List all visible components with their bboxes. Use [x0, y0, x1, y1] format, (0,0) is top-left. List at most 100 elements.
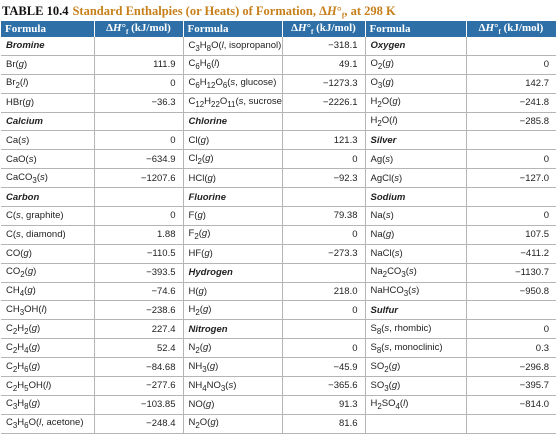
- table-row: C2H2(g) 227.4 Nitrogen S8(s, rhombic) 0: [1, 319, 556, 340]
- enthalpy-value: [282, 187, 366, 208]
- formula-cell: C(s, graphite): [1, 206, 95, 226]
- enthalpy-value: [466, 37, 556, 56]
- enthalpy-value: 0: [94, 130, 184, 151]
- formula-cell: F(g): [183, 206, 283, 226]
- enthalpy-value: 0: [94, 206, 184, 226]
- category-label: Nitrogen: [183, 319, 283, 340]
- table-row: CaCO3(s) −1207.6 HCl(g) −92.3 AgCl(s) −127.0: [1, 168, 556, 189]
- column-header-enthalpy: ΔH°f (kJ/mol): [466, 21, 557, 37]
- column-header-formula: Formula: [365, 21, 467, 37]
- formula-cell: O2(g): [365, 55, 467, 75]
- table-row: CO2(g) −393.5 Hydrogen Na2CO3(s) −1130.7: [1, 263, 556, 283]
- enthalpy-value: 218.0: [282, 282, 366, 302]
- enthalpy-value: −365.6: [282, 376, 366, 396]
- table-row: C(s, diamond) 1.88 F2(g) 0 Na(g) 107.5: [1, 225, 556, 245]
- enthalpy-value: 0: [466, 149, 556, 170]
- table-row: C2H5OH(l) −277.6 NH4NO3(s) −365.6 SO3(g) −395…: [1, 376, 556, 396]
- category-label: Calcium: [1, 112, 95, 132]
- enthalpy-value: −273.3: [282, 244, 366, 264]
- formula-cell: NH3(g): [183, 357, 283, 378]
- enthalpy-value: −285.8: [466, 112, 556, 132]
- formula-cell: C6H12O6(s, glucose): [183, 74, 283, 94]
- formula-cell: Ca(s): [1, 130, 95, 151]
- enthalpy-value: 0.3: [466, 338, 556, 359]
- formula-cell: C12H22O11(s, sucrose): [183, 93, 283, 113]
- enthalpy-value: −248.4: [94, 414, 184, 434]
- enthalpy-value: 0: [466, 55, 556, 75]
- formula-cell: CaCO3(s): [1, 168, 95, 189]
- enthalpy-value: [466, 187, 556, 208]
- enthalpy-value: 91.3: [282, 395, 366, 415]
- formula-cell: Cl(g): [183, 130, 283, 151]
- formula-cell: S8(s, rhombic): [365, 319, 467, 340]
- enthalpy-value: 79.38: [282, 206, 366, 226]
- formula-cell: C2H6(g): [1, 357, 95, 378]
- category-label: Hydrogen: [183, 263, 283, 283]
- enthalpy-value: 52.4: [94, 338, 184, 359]
- enthalpy-value: 227.4: [94, 319, 184, 340]
- formula-cell: NaCl(s): [365, 244, 467, 264]
- enthalpy-value: [466, 414, 556, 434]
- enthalpy-value: 0: [282, 300, 366, 321]
- formula-cell: C2H5OH(l): [1, 376, 95, 396]
- enthalpy-value: 0: [282, 338, 366, 359]
- enthalpy-value: 1.88: [94, 225, 184, 245]
- table-row: C3H8(g) −103.85 NO(g) 91.3 H2SO4(l) −814.0: [1, 395, 556, 415]
- formula-cell: H2(g): [183, 300, 283, 321]
- enthalpy-value: 0: [282, 149, 366, 170]
- enthalpy-value: −2226.1: [282, 93, 366, 113]
- column-header-formula: Formula: [183, 21, 283, 37]
- formula-cell: HF(g): [183, 244, 283, 264]
- formula-cell: Ag(s): [365, 149, 467, 170]
- enthalpy-value: −296.8: [466, 357, 556, 378]
- formula-cell: Br2(l): [1, 74, 95, 94]
- table-row: Br2(l) 0 C6H12O6(s, glucose) −1273.3 O3(g) 14…: [1, 74, 556, 94]
- formula-cell: NaHCO3(s): [365, 282, 467, 302]
- table-row: CaO(s) −634.9 Cl2(g) 0 Ag(s) 0: [1, 149, 556, 170]
- enthalpy-value: 111.9: [94, 55, 184, 75]
- enthalpy-value: [94, 112, 184, 132]
- enthalpy-value: [282, 112, 366, 132]
- formula-cell: CO2(g): [1, 263, 95, 283]
- enthalpy-value: 49.1: [282, 55, 366, 75]
- formula-cell: HBr(g): [1, 93, 95, 113]
- formula-cell: N2(g): [183, 338, 283, 359]
- formula-cell: C(s, diamond): [1, 225, 95, 245]
- formula-cell: [365, 414, 467, 434]
- formula-cell: CH3OH(l): [1, 300, 95, 321]
- formula-cell: C3H6O(l, acetone): [1, 414, 95, 434]
- table-row: C2H4(g) 52.4 N2(g) 0 S8(s, monoclinic) 0.3: [1, 338, 556, 359]
- enthalpy-value: −318.1: [282, 37, 366, 56]
- enthalpy-value: −45.9: [282, 357, 366, 378]
- category-label: Sodium: [365, 187, 467, 208]
- enthalpy-value: −84.68: [94, 357, 184, 378]
- enthalpy-value: [282, 263, 366, 283]
- enthalpy-value: [466, 130, 556, 151]
- header-row: Formula ΔH°f (kJ/mol) Formula ΔH°f (kJ/mol)…: [1, 21, 557, 37]
- table-row: Br(g) 111.9 C6H6(l) 49.1 O2(g) 0: [1, 55, 556, 75]
- formula-cell: F2(g): [183, 225, 283, 245]
- enthalpy-value: −36.3: [94, 93, 184, 113]
- table-row: Calcium Chlorine H2O(l) −285.8: [1, 112, 556, 132]
- formula-cell: C3H8O(l, isopropanol): [183, 37, 283, 56]
- formula-cell: C6H6(l): [183, 55, 283, 75]
- enthalpy-value: −1207.6: [94, 168, 184, 189]
- formula-cell: Na2CO3(s): [365, 263, 467, 283]
- enthalpy-value: [94, 187, 184, 208]
- enthalpy-value: −814.0: [466, 395, 556, 415]
- enthalpy-value: −1273.3: [282, 74, 366, 94]
- formula-cell: SO3(g): [365, 376, 467, 396]
- table-row: Ca(s) 0 Cl(g) 121.3 Silver: [1, 130, 556, 151]
- formula-cell: NO(g): [183, 395, 283, 415]
- formula-cell: O3(g): [365, 74, 467, 94]
- formula-cell: S8(s, monoclinic): [365, 338, 467, 359]
- enthalpy-value: −1130.7: [466, 263, 556, 283]
- enthalpy-value: −395.7: [466, 376, 556, 396]
- enthalpy-value: −74.6: [94, 282, 184, 302]
- table-header: Formula ΔH°f (kJ/mol) Formula ΔH°f (kJ/mol)…: [1, 21, 557, 37]
- enthalpy-value: −110.5: [94, 244, 184, 264]
- enthalpy-value: −411.2: [466, 244, 556, 264]
- column-header-enthalpy: ΔH°f (kJ/mol): [282, 21, 366, 37]
- enthalpy-value: −103.85: [94, 395, 184, 415]
- enthalpy-value: −277.6: [94, 376, 184, 396]
